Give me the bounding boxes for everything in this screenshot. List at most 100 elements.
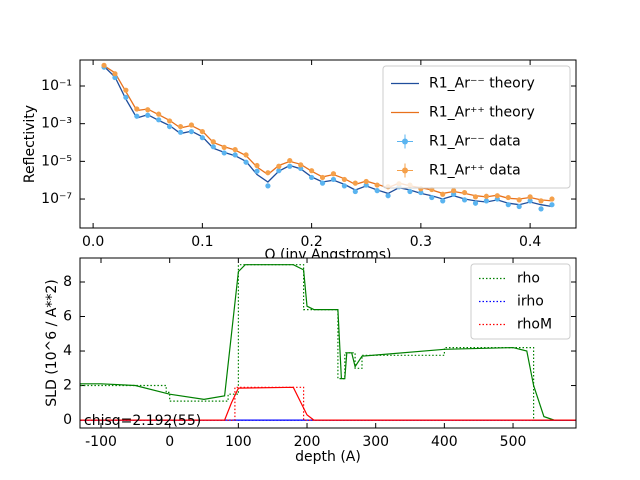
y-tick-label: 10⁻⁵ (41, 153, 72, 169)
data-point (374, 182, 380, 188)
x-tick-label: -100 (85, 434, 117, 450)
data-point (418, 189, 424, 196)
data-point (265, 183, 271, 189)
data-point (549, 196, 555, 202)
legend-label: R1_Ar⁺⁺ theory (429, 105, 535, 121)
data-point (309, 174, 315, 181)
data-point (166, 123, 173, 130)
legend-box (470, 263, 571, 340)
profile-line (80, 264, 576, 421)
data-point (483, 193, 490, 199)
data-point (527, 198, 533, 204)
data-point (232, 147, 238, 153)
data-point (276, 168, 282, 174)
data-point (188, 122, 195, 128)
data-point (407, 188, 413, 195)
data-point (352, 180, 358, 186)
annotation: chisq=2.192(55) (84, 413, 201, 429)
y-tick-label: 4 (63, 343, 72, 359)
x-tick-label: 0.1 (191, 234, 213, 250)
data-point (374, 188, 380, 194)
data-point (549, 202, 555, 208)
data-point (363, 178, 369, 185)
data-point (210, 139, 216, 145)
data-point (177, 129, 184, 135)
data-point (429, 194, 435, 201)
data-point (145, 107, 151, 113)
data-point (276, 163, 282, 169)
y-tick-label: 2 (63, 378, 72, 394)
data-point (145, 112, 151, 118)
data-point (243, 159, 249, 165)
data-point (254, 168, 260, 174)
legend-label: irho (517, 294, 544, 310)
legend-swatch (402, 167, 408, 174)
data-point (123, 87, 129, 93)
data-point (505, 202, 511, 208)
data-point (516, 203, 522, 210)
data-point (112, 71, 118, 77)
x-tick-label: 400 (431, 434, 458, 450)
y-axis-label: SLD (10^6 / A**2) (44, 279, 60, 406)
legend-swatch (402, 138, 408, 145)
legend-label: rhoM (517, 317, 552, 333)
x-tick-label: 500 (500, 434, 527, 450)
data-point (156, 111, 162, 117)
data-point (527, 194, 533, 200)
y-tick-label: 10⁻⁷ (41, 191, 72, 207)
data-point (505, 194, 511, 201)
data-point (440, 191, 446, 197)
legend-label: rho (517, 271, 540, 287)
axes-frame (79, 257, 577, 429)
y-tick-label: 10⁻¹ (41, 78, 72, 94)
data-point (451, 191, 457, 197)
data-point (221, 150, 227, 156)
subplot: -100 0 100 200 300 400 500 0 2 4 6 8 depth (A) SLD (1… (44, 257, 577, 465)
data-point (451, 188, 457, 194)
data-point (483, 198, 490, 204)
x-tick-label: 300 (362, 434, 389, 450)
subplot: 0.0 0.1 0.2 0.3 0.410⁻⁷10⁻⁵10⁻³10⁻¹Q (inv An… (22, 59, 577, 263)
data-point (287, 163, 293, 169)
data-point (461, 189, 468, 196)
legend-label: R1_Ar⁻⁻ theory (429, 76, 535, 92)
data-point (319, 174, 326, 181)
data-point (352, 188, 358, 195)
x-tick-label: 0.2 (300, 234, 322, 250)
y-tick-label: 8 (63, 274, 72, 290)
data-point (101, 62, 107, 68)
data-point (199, 135, 205, 141)
data-point (494, 193, 500, 199)
x-axis-label: depth (A) (295, 449, 361, 465)
x-tick-label: 0.4 (519, 234, 541, 250)
data-point (461, 197, 468, 203)
data-point (221, 144, 227, 151)
data-point (309, 168, 315, 174)
data-point (156, 117, 162, 123)
data-point (319, 180, 326, 186)
data-point (516, 197, 522, 203)
legend-label: R1_Ar⁺⁺ data (429, 163, 521, 179)
data-point (134, 113, 140, 119)
data-point (472, 200, 479, 206)
data-point (287, 157, 293, 164)
data-point (330, 176, 337, 183)
y-tick-label: 0 (63, 412, 72, 428)
data-point (341, 183, 347, 189)
data-point (298, 165, 304, 172)
y-axis-label: Reflectivity (22, 105, 38, 183)
data-point (210, 144, 216, 150)
data-point (188, 128, 195, 135)
x-tick-label: 0.0 (82, 234, 104, 250)
data-point (199, 128, 205, 135)
data-point (265, 170, 271, 176)
data-point (472, 194, 479, 200)
data-point (112, 74, 118, 81)
data-point (385, 193, 391, 199)
data-point (243, 152, 249, 158)
data-point (440, 198, 446, 204)
data-point (538, 206, 544, 212)
data-point (363, 182, 369, 188)
